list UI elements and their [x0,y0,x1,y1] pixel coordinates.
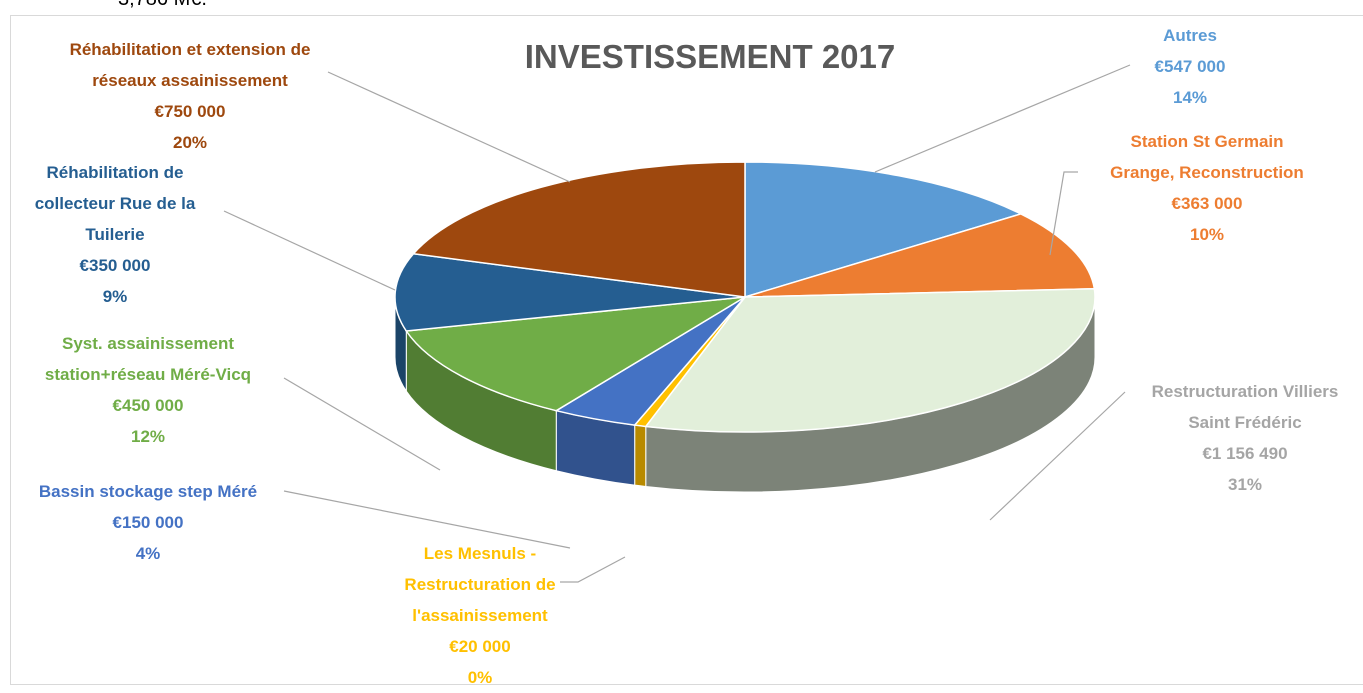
leader-line [223,210,396,291]
value-label: €547 000 [1154,57,1226,76]
category-label: Autres [1163,26,1217,45]
percent-label: 20% [172,133,208,152]
category-label: Réhabilitation de collecteur Rue de la T… [34,163,196,244]
leader-line [283,377,441,471]
value-label: €150 000 [112,513,184,532]
percent-label: 9% [102,287,128,306]
percent-label: 14% [1172,88,1208,107]
value-label: €750 000 [154,102,226,121]
pie-slice [411,161,746,298]
percent-label: 0% [467,668,493,687]
data-label: Autres €547 000 14% [1090,20,1290,113]
percent-label: 31% [1227,475,1263,494]
category-label: Bassin stockage step Méré [38,482,258,501]
value-label: €350 000 [79,256,151,275]
data-label: Syst. assainissement station+réseau Méré… [0,328,298,452]
chart-title: INVESTISSEMENT 2017 [524,38,896,75]
percent-label: 4% [135,544,161,563]
cropped-note: 3,786 M€. [118,0,207,11]
data-label: Réhabilitation et extension de réseaux a… [20,34,360,158]
data-label: Station St Germain Grange, Reconstructio… [1067,126,1347,250]
data-label: Les Mesnuls - Restructuration de l'assai… [370,538,590,693]
pie-slice [394,252,746,332]
category-label: Les Mesnuls - Restructuration de l'assai… [404,544,556,625]
pie-slice [744,161,1023,299]
percent-label: 10% [1189,225,1225,244]
category-label: Restructuration Villiers Saint Frédéric [1151,382,1339,432]
category-label: Syst. assainissement station+réseau Méré… [44,334,252,384]
data-label: Bassin stockage step Méré €150 000 4% [0,476,298,569]
category-label: Station St Germain Grange, Reconstructio… [1110,132,1304,182]
leader-line [283,490,571,549]
leader-line [1049,171,1078,256]
category-label: Réhabilitation et extension de réseaux a… [69,40,311,90]
value-label: €20 000 [449,637,511,656]
leader-line [327,71,571,183]
value-label: €363 000 [1171,194,1243,213]
pie-slice [744,213,1096,298]
leader-line [560,556,626,583]
leader-line [989,391,1126,521]
data-label: Restructuration Villiers Saint Frédéric €… [1115,376,1363,500]
value-label: €450 000 [112,396,184,415]
percent-label: 12% [130,427,166,446]
pie-slice [404,296,746,412]
pie-slice [644,288,1096,433]
leader-line [874,64,1131,173]
chart [223,64,1131,583]
pie-slice-side [634,424,647,488]
data-label: Réhabilitation de collecteur Rue de la T… [0,157,230,312]
value-label: €1 156 490 [1202,444,1288,463]
